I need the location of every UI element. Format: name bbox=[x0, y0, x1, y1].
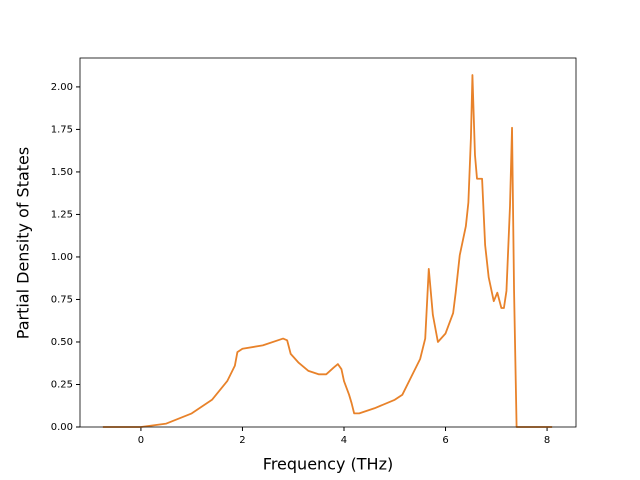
data-line bbox=[102, 74, 553, 428]
y-tick-label: 1.25 bbox=[51, 209, 73, 220]
y-tick-label: 0.75 bbox=[51, 294, 73, 305]
y-tick-label: 0.25 bbox=[51, 379, 73, 390]
x-tick-label: 6 bbox=[442, 435, 448, 446]
y-tick-label: 1.50 bbox=[51, 167, 73, 178]
x-tick-label: 0 bbox=[138, 435, 144, 446]
y-axis-label: Partial Density of States bbox=[14, 147, 33, 339]
x-tick-label: 8 bbox=[544, 435, 550, 446]
x-tick-label: 2 bbox=[239, 435, 245, 446]
x-tick-label: 4 bbox=[341, 435, 347, 446]
plot-frame bbox=[79, 57, 577, 428]
x-axis-label: Frequency (THz) bbox=[263, 455, 393, 474]
y-tick-label: 0.50 bbox=[51, 337, 73, 348]
y-tick-label: 0.00 bbox=[51, 422, 73, 433]
y-tick-label: 1.75 bbox=[51, 124, 73, 135]
y-tick-label: 2.00 bbox=[51, 82, 73, 93]
y-tick-label: 1.00 bbox=[51, 252, 73, 263]
